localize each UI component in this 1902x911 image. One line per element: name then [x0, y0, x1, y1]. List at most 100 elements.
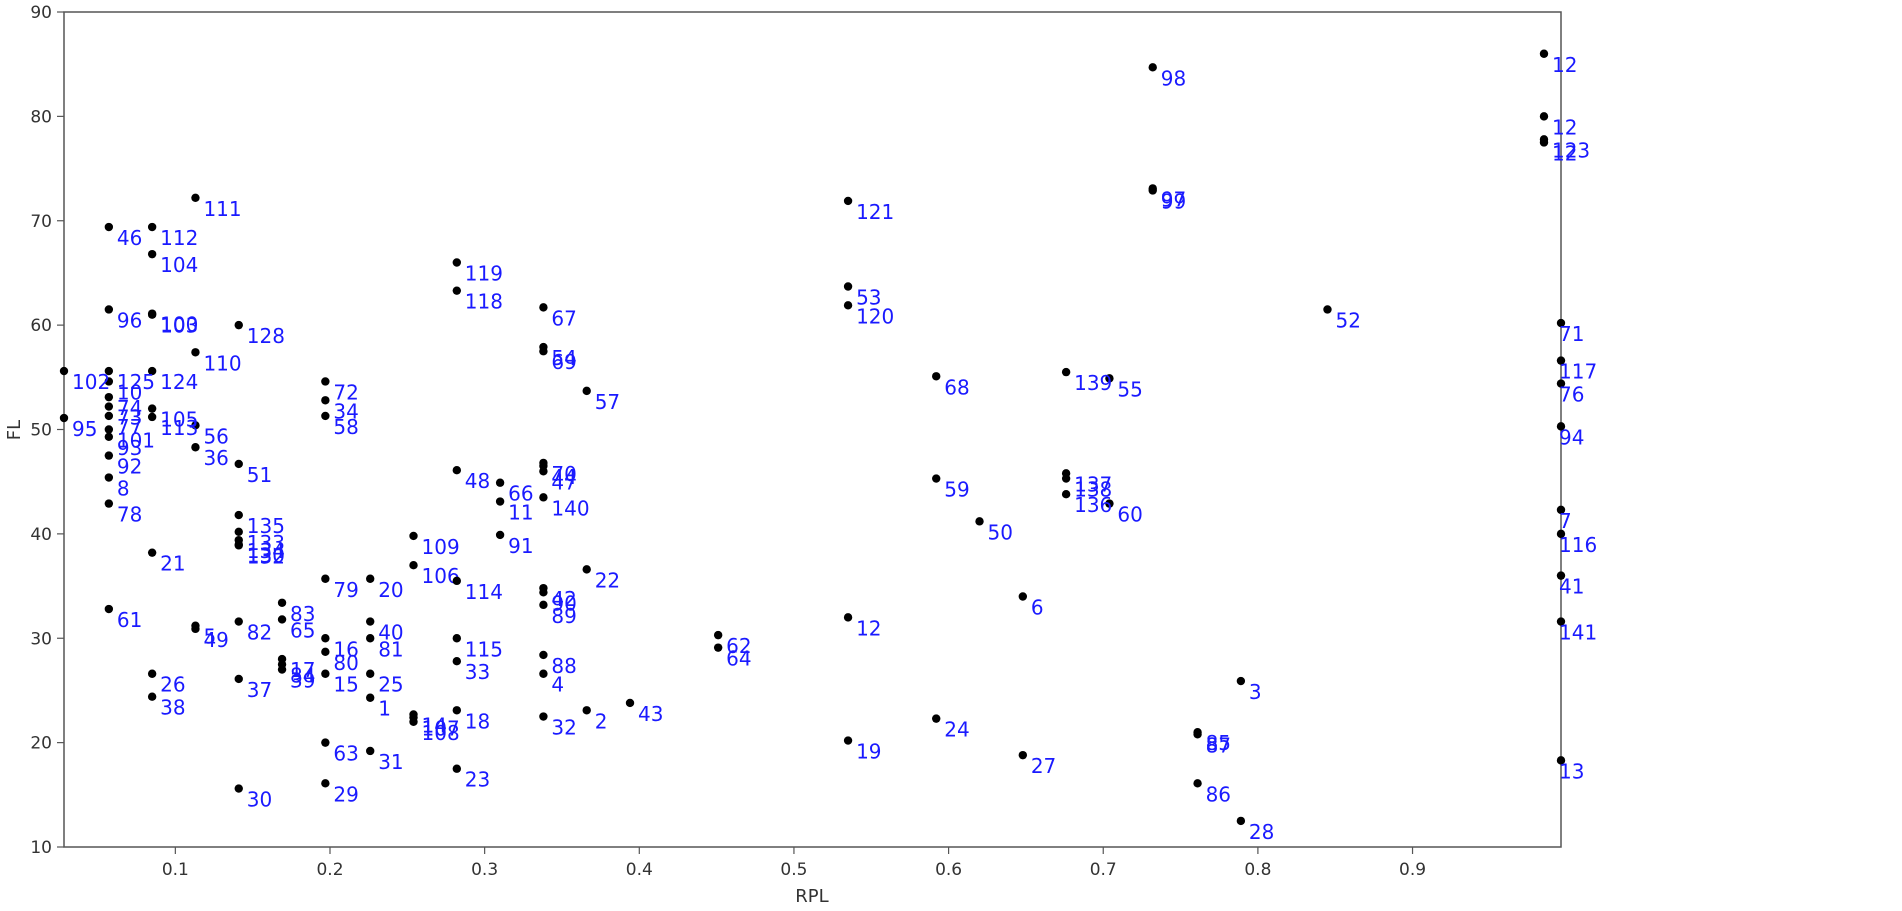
point-label: 90: [551, 591, 576, 615]
data-point: [1556, 571, 1566, 580]
data-point: [104, 604, 114, 614]
point-label: 86: [1206, 782, 1231, 806]
data-point: [539, 669, 548, 678]
data-point: [713, 630, 723, 640]
point-label: 70: [551, 462, 576, 486]
point-label: 12: [1552, 141, 1577, 165]
data-point: [452, 764, 462, 773]
point-label: 52: [1335, 308, 1360, 332]
point-label: 8: [117, 477, 130, 501]
data-point: [1236, 816, 1246, 826]
point-label: 19: [856, 740, 881, 764]
data-point: [843, 613, 853, 622]
point-label: 79: [333, 578, 358, 602]
point-label: 31: [378, 750, 403, 774]
data-point: [539, 303, 548, 312]
data-point: [234, 459, 243, 469]
data-point: [321, 574, 330, 583]
y-tick-label: 40: [30, 525, 52, 545]
point-label: 15: [333, 673, 358, 697]
data-point: [1148, 186, 1157, 195]
point-label: 130: [247, 543, 285, 567]
point-label: 128: [247, 324, 285, 348]
data-point: [539, 712, 548, 721]
point-label: 10: [117, 380, 142, 404]
data-point: [1556, 422, 1566, 431]
data-point: [234, 320, 243, 330]
point-label: 111: [203, 197, 241, 221]
point-label: 16: [333, 637, 358, 661]
x-tick-label: 0.3: [471, 860, 498, 880]
data-point: [147, 692, 157, 701]
data-point: [191, 348, 200, 357]
data-point: [59, 413, 69, 423]
data-point: [104, 473, 114, 482]
data-point: [452, 286, 462, 295]
point-label: 23: [465, 768, 490, 792]
data-point: [975, 517, 984, 526]
point-label: 26: [160, 673, 185, 697]
data-point: [843, 282, 853, 291]
data-point: [843, 736, 853, 745]
x-axis-label: RPL: [795, 886, 828, 907]
point-label: 24: [944, 718, 969, 742]
point-label: 12: [1552, 115, 1577, 139]
point-label: 55: [1117, 377, 1142, 401]
point-label: 132: [247, 544, 285, 568]
data-point: [582, 565, 591, 574]
point-label: 42: [551, 587, 576, 611]
point-label: 83: [290, 602, 315, 626]
point-label: 62: [726, 634, 751, 658]
point-label: 13: [1559, 759, 1584, 783]
data-point: [1018, 750, 1028, 760]
x-tick-label: 0.9: [1399, 860, 1426, 880]
point-label: 120: [856, 304, 894, 328]
y-tick-label: 80: [30, 107, 52, 127]
data-point: [366, 617, 375, 626]
y-tick-label: 70: [30, 212, 52, 232]
data-point: [1556, 529, 1566, 539]
point-label: 116: [1559, 533, 1597, 557]
point-label: 51: [247, 463, 272, 487]
data-point: [147, 366, 157, 376]
data-point: [321, 738, 330, 747]
data-point: [539, 600, 548, 610]
point-label: 85: [1206, 731, 1231, 755]
point-label: 21: [160, 552, 185, 576]
data-point: [1556, 617, 1566, 626]
data-point: [1556, 318, 1566, 328]
point-label: 102: [72, 370, 110, 394]
y-tick-label: 20: [30, 734, 52, 754]
data-point: [147, 412, 157, 422]
point-label: 76: [1559, 383, 1584, 407]
point-label: 71: [1559, 322, 1584, 346]
point-label: 81: [378, 637, 403, 661]
point-label: 133: [247, 531, 285, 555]
point-label: 5: [203, 625, 216, 649]
x-tick-label: 0.5: [780, 860, 807, 880]
x-tick-label: 0.6: [935, 860, 962, 880]
point-label: 139: [1074, 371, 1112, 395]
point-label: 12: [1552, 53, 1577, 77]
data-point: [366, 669, 375, 678]
y-axis-label: FL: [4, 420, 25, 440]
data-point: [539, 650, 548, 660]
data-point: [277, 615, 287, 624]
data-point: [321, 647, 330, 657]
y-tick-label: 60: [30, 316, 52, 336]
data-point: [1556, 379, 1566, 388]
data-point: [104, 305, 114, 314]
point-label: 88: [551, 654, 576, 678]
point-label: 30: [247, 788, 272, 812]
data-point: [452, 657, 462, 666]
point-label: 92: [117, 455, 142, 479]
point-label: 101: [117, 429, 155, 453]
data-point: [321, 779, 330, 788]
point-label: 40: [378, 621, 403, 645]
y-tick-label: 90: [30, 3, 52, 23]
data-point: [1556, 505, 1566, 515]
data-point: [582, 706, 591, 715]
point-label: 140: [551, 496, 589, 520]
point-label: 4: [551, 673, 564, 697]
data-point: [321, 411, 330, 421]
